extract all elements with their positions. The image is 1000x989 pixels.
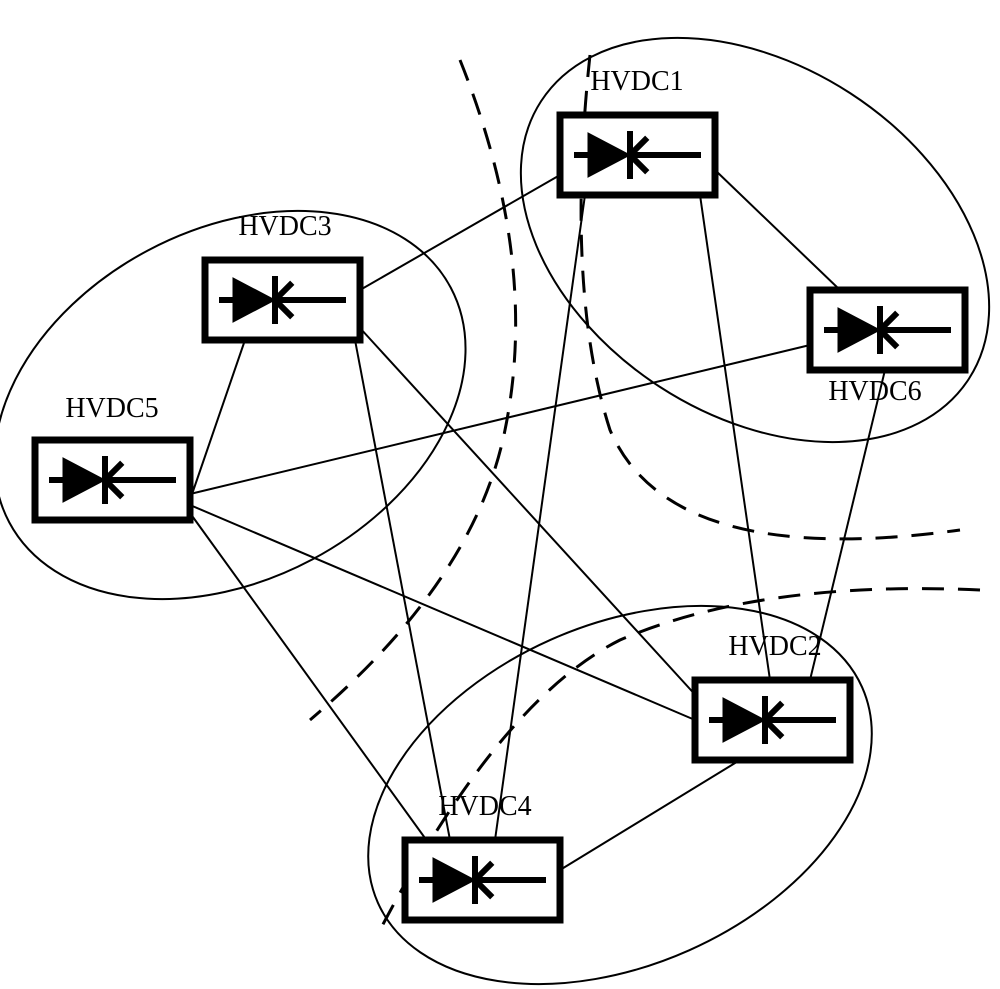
label-HVDC4: HVDC4 [438, 791, 531, 822]
edge-HVDC6-HVDC5 [190, 345, 810, 494]
node-HVDC5 [35, 440, 190, 520]
group-16 [446, 0, 1000, 526]
node-HVDC2 [695, 680, 850, 760]
label-HVDC2: HVDC2 [728, 631, 821, 662]
label-HVDC6: HVDC6 [828, 376, 921, 407]
edge-HVDC1-HVDC4 [495, 195, 585, 840]
node-HVDC6 [810, 290, 965, 370]
label-HVDC5: HVDC5 [65, 393, 158, 424]
node-HVDC1 [560, 115, 715, 195]
edge-HVDC1-HVDC6 [715, 170, 840, 290]
network-diagram: HVDC1 HVDC3 HVDC6 HVDC5 HVDC2 HVDC4 [0, 0, 1000, 989]
edge-HVDC5-HVDC4 [190, 513, 430, 845]
dash-1 [310, 60, 516, 720]
edge-HVDC2-HVDC4 [560, 760, 740, 870]
label-HVDC3: HVDC3 [238, 211, 331, 242]
node-HVDC4 [405, 840, 560, 920]
node-HVDC3 [205, 260, 360, 340]
label-HVDC1: HVDC1 [590, 66, 683, 97]
edge-HVDC3-HVDC4 [355, 340, 450, 840]
edge-HVDC3-HVDC5 [190, 340, 245, 500]
edge-HVDC1-HVDC3 [360, 175, 560, 290]
